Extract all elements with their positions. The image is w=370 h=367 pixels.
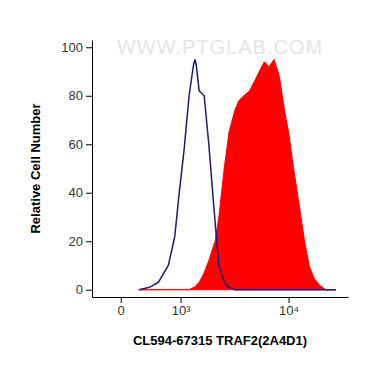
y-tick-label: 40 xyxy=(69,185,83,200)
y-tick-label: 100 xyxy=(61,40,83,55)
y-tick-mark xyxy=(86,193,92,194)
y-tick: 0 xyxy=(76,282,92,297)
x-tick-mark xyxy=(181,297,182,303)
y-tick-mark xyxy=(86,47,92,48)
x-tick-mark xyxy=(121,297,122,303)
y-tick: 80 xyxy=(69,88,92,103)
y-tick-label: 0 xyxy=(76,282,83,297)
y-axis: 0 20 40 60 80 100 xyxy=(61,40,92,298)
y-tick-mark xyxy=(86,290,92,291)
x-axis-line xyxy=(93,297,349,298)
y-tick: 20 xyxy=(69,234,92,249)
y-tick-label: 20 xyxy=(69,234,83,249)
y-tick-label: 80 xyxy=(69,88,83,103)
x-tick-label: 10⁴ xyxy=(279,303,299,318)
y-tick: 100 xyxy=(61,40,92,55)
watermark: WWW.PTGLAB.COM xyxy=(117,36,323,58)
x-axis: 0 10³ 10⁴ xyxy=(93,297,349,318)
y-tick-mark xyxy=(86,144,92,145)
y-axis-title: Relative Cell Number xyxy=(28,103,43,233)
plot: WWW.PTGLAB.COM 0 10³ 10⁴ 0 20 40 60 80 100 xyxy=(61,36,348,318)
area xyxy=(139,59,336,289)
x-tick-label: 0 xyxy=(118,303,125,318)
y-tick-label: 60 xyxy=(69,137,83,152)
x-tick-label: 10³ xyxy=(172,303,191,318)
x-tick: 10³ xyxy=(172,297,191,318)
x-tick-mark xyxy=(289,297,290,303)
x-tick: 0 xyxy=(118,297,125,318)
y-tick: 60 xyxy=(69,137,92,152)
y-tick-mark xyxy=(86,241,92,242)
y-tick: 40 xyxy=(69,185,92,200)
chart: WWW.PTGLAB.COM 0 10³ 10⁴ 0 20 40 60 80 100 CL594-6… xyxy=(0,0,370,367)
x-tick: 10⁴ xyxy=(279,297,299,318)
y-tick-mark xyxy=(86,96,92,97)
y-axis-line xyxy=(92,41,93,298)
line xyxy=(139,59,336,289)
x-axis-title: CL594-67315 TRAF2(2A4D1) xyxy=(133,333,307,348)
marks xyxy=(139,59,336,289)
